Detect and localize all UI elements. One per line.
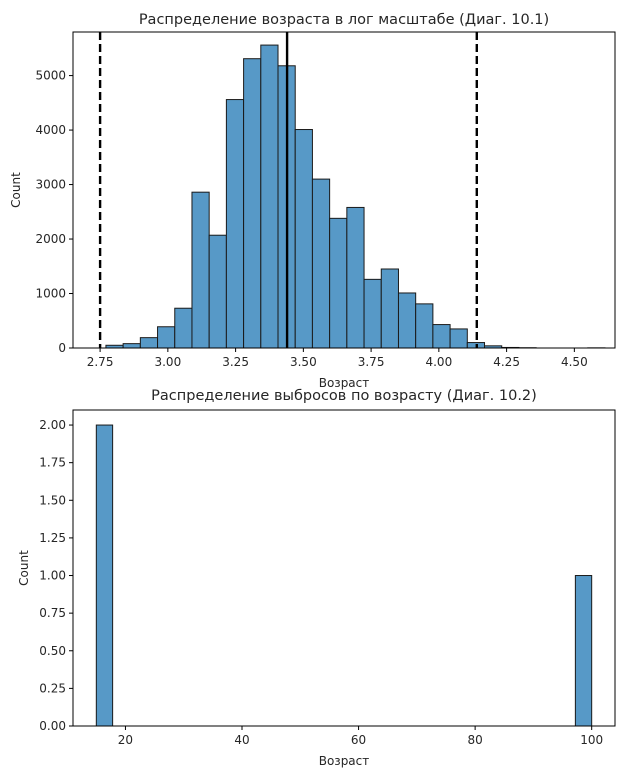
chart-2-x-axis-label: Возраст (319, 754, 370, 768)
y-tick-label: 0.75 (39, 606, 66, 620)
histogram-bar (139, 337, 159, 349)
histogram-bar (208, 234, 227, 349)
chart-1-y-axis-label: Count (9, 172, 23, 208)
histogram-bar (174, 307, 193, 349)
x-tick-label: 3.25 (222, 355, 249, 369)
y-tick-label: 0.25 (39, 681, 66, 695)
y-tick-label: 0.50 (39, 644, 66, 658)
chart-2-y-axis-label: Count (17, 550, 31, 586)
chart-1: Распределение возраста в лог масштабе (Д… (9, 12, 616, 390)
x-tick-label: 60 (351, 733, 366, 747)
histogram-bar (432, 324, 451, 349)
y-tick-label: 2.00 (39, 418, 66, 432)
x-tick-label: 4.25 (493, 355, 520, 369)
y-tick-label: 3000 (35, 178, 66, 192)
x-tick-label: 100 (580, 733, 603, 747)
y-tick-label: 1.25 (39, 531, 66, 545)
chart-1-x-ticks: 2.75 3.00 3.25 3.50 3.75 4.00 4.25 4.50 (87, 348, 588, 369)
x-tick-label: 3.75 (358, 355, 385, 369)
chart-2-y-ticks: 0.00 0.25 0.50 0.75 1.00 1.25 1.50 1.75 2.00 (39, 418, 73, 733)
chart-2-title: Распределение выбросов по возрасту (Диаг… (151, 388, 537, 404)
histogram-bar (415, 303, 434, 349)
histogram-bar (311, 178, 331, 349)
x-tick-label: 40 (234, 733, 249, 747)
histogram-bar (225, 99, 245, 349)
y-tick-label: 1000 (35, 287, 66, 301)
y-tick-label: 2000 (35, 232, 66, 246)
histogram-bar (574, 575, 593, 727)
histogram-bar (449, 328, 468, 349)
histogram-bar (243, 58, 262, 349)
chart-1-x-axis-label: Возраст (319, 376, 370, 390)
chart-1-y-ticks: 0 1000 2000 3000 4000 5000 (35, 69, 73, 355)
histogram-bar (95, 424, 114, 727)
chart-1-plot-frame (72, 31, 616, 349)
chart-2-x-ticks: 20 40 60 80 100 (118, 726, 603, 747)
y-tick-label: 0 (58, 341, 66, 355)
histogram-bar (294, 129, 313, 349)
y-tick-label: 1.00 (39, 569, 66, 583)
histogram-bar (191, 191, 210, 349)
histogram-bar (397, 292, 417, 349)
y-tick-label: 0.00 (39, 719, 66, 733)
histogram-bar (260, 44, 279, 349)
chart-1-title: Распределение возраста в лог масштабе (Д… (139, 12, 549, 28)
chart-2-plot-frame (72, 409, 616, 727)
x-tick-label: 3.00 (154, 355, 181, 369)
histogram-bar (157, 326, 176, 349)
y-tick-label: 4000 (35, 123, 66, 137)
chart-1-reference-lines (98, 32, 478, 348)
histogram-bar (363, 278, 382, 349)
histogram-bar (380, 268, 399, 349)
chart-1-bars (105, 44, 606, 349)
histogram-bar (122, 343, 141, 349)
y-tick-label: 5000 (35, 69, 66, 83)
y-tick-label: 1.75 (39, 456, 66, 470)
x-tick-label: 80 (467, 733, 482, 747)
histogram-bar (346, 206, 365, 349)
histogram-bar (329, 217, 348, 349)
y-tick-label: 1.50 (39, 493, 66, 507)
x-tick-label: 20 (118, 733, 133, 747)
x-tick-label: 4.00 (425, 355, 452, 369)
x-tick-label: 2.75 (87, 355, 114, 369)
x-tick-label: 3.50 (290, 355, 317, 369)
chart-2: Распределение выбросов по возрасту (Диаг… (17, 388, 616, 768)
x-tick-label: 4.50 (561, 355, 588, 369)
